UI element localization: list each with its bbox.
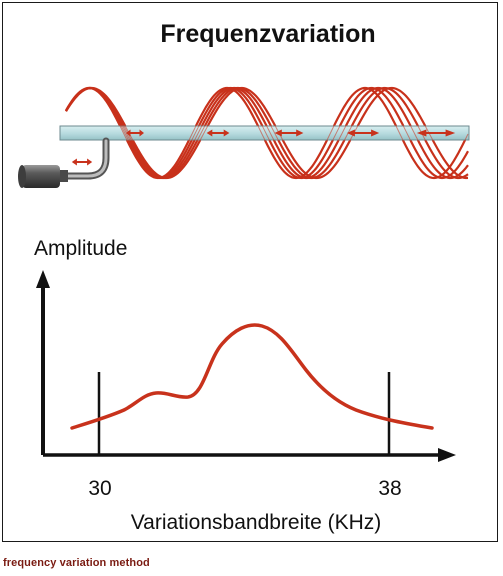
- wave-line-overlay: [65, 87, 469, 179]
- wave-line-overlay: [65, 87, 469, 179]
- cable: [58, 137, 110, 180]
- figure-caption: frequency variation method: [3, 557, 150, 569]
- cable-highlight: [60, 139, 108, 178]
- figure-title: Frequenzvariation: [160, 20, 375, 48]
- x-axis-label: Variationsbandbreite (KHz): [131, 511, 382, 534]
- transducer-neck: [58, 170, 68, 182]
- wave-line-overlay: [65, 87, 469, 179]
- wave-line-overlay: [65, 87, 469, 179]
- amplitude-curve: [70, 323, 434, 430]
- axes: [36, 270, 456, 462]
- transducer-icon: [22, 165, 60, 188]
- tick-label-30: 30: [88, 477, 111, 500]
- wave-bundle-front: [65, 87, 469, 179]
- y-axis-arrowhead: [36, 270, 50, 288]
- wave-line-overlay: [65, 87, 469, 179]
- transducer: [18, 137, 110, 188]
- tick-label-38: 38: [378, 477, 401, 500]
- y-axis-label: Amplitude: [34, 237, 127, 260]
- transducer-face: [18, 165, 26, 188]
- double-arrow-icon: [70, 157, 94, 167]
- x-axis-arrowhead: [438, 448, 456, 462]
